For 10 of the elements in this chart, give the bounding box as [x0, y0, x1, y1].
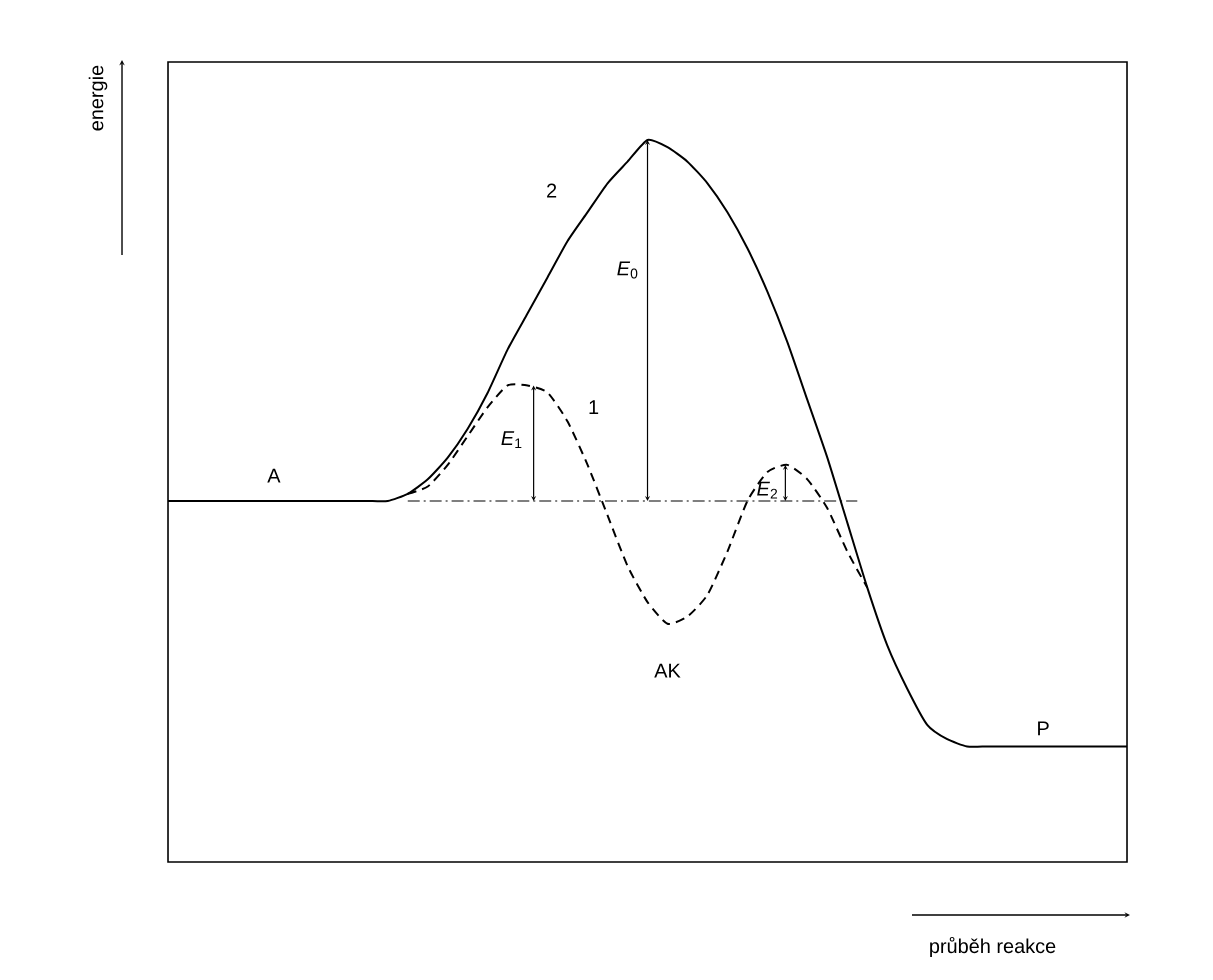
y-axis-title: energie [88, 65, 108, 131]
x-axis-title: průběh reakce [930, 936, 1056, 958]
series-label: 2 [547, 183, 557, 198]
annotation: E$_{1}$ [501, 431, 522, 449]
annotation: E$_{0}$ [617, 261, 638, 279]
annotation: A [267, 468, 281, 483]
annotation: P [1038, 721, 1049, 736]
annotation: E$_{2}$ [757, 481, 778, 499]
series-label: 1 [589, 400, 599, 414]
annotation: AK [654, 663, 681, 678]
